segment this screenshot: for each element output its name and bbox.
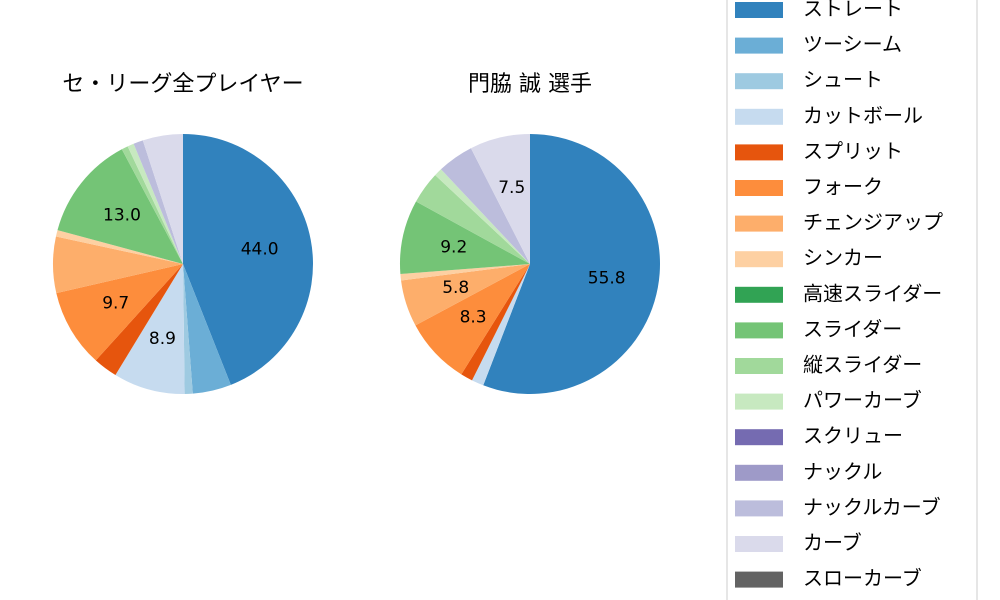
legend-label: ナックルカーブ xyxy=(803,495,941,519)
pie-slice xyxy=(401,264,530,326)
legend-label: パワーカーブ xyxy=(803,388,922,412)
legend-box xyxy=(726,0,978,600)
pie-slice xyxy=(57,149,184,264)
pie-slice xyxy=(400,264,530,281)
pie-slice xyxy=(415,264,530,375)
value-label: 9.7 xyxy=(102,293,129,313)
pie-slice xyxy=(142,134,183,264)
pie-slice xyxy=(470,134,530,264)
pie-slice xyxy=(121,146,183,264)
legend-swatch xyxy=(735,322,783,339)
legend-swatch xyxy=(735,464,783,481)
pie-slice xyxy=(127,143,183,264)
pie-slice xyxy=(472,264,530,386)
legend-swatch xyxy=(735,180,783,196)
legend-label: スプリット xyxy=(803,139,903,163)
value-label: 8.9 xyxy=(149,329,176,349)
legend-label: チェンジアップ xyxy=(803,210,943,234)
legend-swatch xyxy=(735,393,783,410)
legend-label: 縦スライダー xyxy=(803,353,922,377)
legend-label: シュート xyxy=(803,68,883,92)
legend-label: ナックル xyxy=(803,459,882,483)
legend-label: シンカー xyxy=(803,246,883,270)
legend-swatch xyxy=(735,571,783,588)
chart-title: セ・リーグ全プレイヤー xyxy=(62,72,303,97)
pie-slice xyxy=(95,264,183,376)
pie-slice xyxy=(483,134,660,394)
chart-title: 門脇 誠 選手 xyxy=(468,72,592,97)
legend-label: スクリュー xyxy=(803,424,903,448)
pie-slice xyxy=(53,236,184,294)
legend-swatch xyxy=(735,108,783,125)
value-label: 9.2 xyxy=(440,238,467,258)
legend-label: カットボール xyxy=(803,103,923,127)
legend-swatch xyxy=(735,144,783,161)
pie-slice xyxy=(183,134,314,385)
value-label: 13.0 xyxy=(103,205,141,225)
legend-swatch xyxy=(735,286,783,303)
legend-swatch xyxy=(735,251,783,268)
legend-label: ストレート xyxy=(803,0,903,21)
pie-slice xyxy=(133,140,183,264)
legend-label: ツーシーム xyxy=(803,32,902,56)
legend-swatch xyxy=(735,2,783,18)
pie-slice xyxy=(435,169,530,264)
legend-swatch xyxy=(735,37,783,54)
legend-swatch xyxy=(735,536,783,552)
pie-slice xyxy=(183,264,231,394)
value-label: 5.8 xyxy=(442,278,469,298)
value-label: 8.3 xyxy=(460,307,487,327)
legend-label: スライダー xyxy=(803,317,902,341)
legend-label: 高速スライダー xyxy=(803,281,942,305)
legend-label: スローカーブ xyxy=(803,566,922,590)
pie-slice xyxy=(115,264,185,394)
pie-slice xyxy=(461,264,530,381)
value-label: 44.0 xyxy=(241,239,279,259)
pie-slice xyxy=(400,201,530,275)
pie-slice xyxy=(56,264,183,361)
value-label: 55.8 xyxy=(588,268,626,288)
legend-swatch xyxy=(735,358,783,374)
pie-slice xyxy=(416,175,530,264)
legend-label: カーブ xyxy=(803,531,862,555)
pie-slice xyxy=(55,230,184,264)
value-label: 7.5 xyxy=(498,178,525,198)
legend-label: フォーク xyxy=(803,175,883,199)
legend-swatch xyxy=(735,500,783,517)
pie-slice xyxy=(183,264,193,394)
legend-swatch xyxy=(735,73,783,90)
legend-swatch xyxy=(735,215,783,232)
legend-swatch xyxy=(735,429,783,446)
pie-slice xyxy=(440,148,530,264)
